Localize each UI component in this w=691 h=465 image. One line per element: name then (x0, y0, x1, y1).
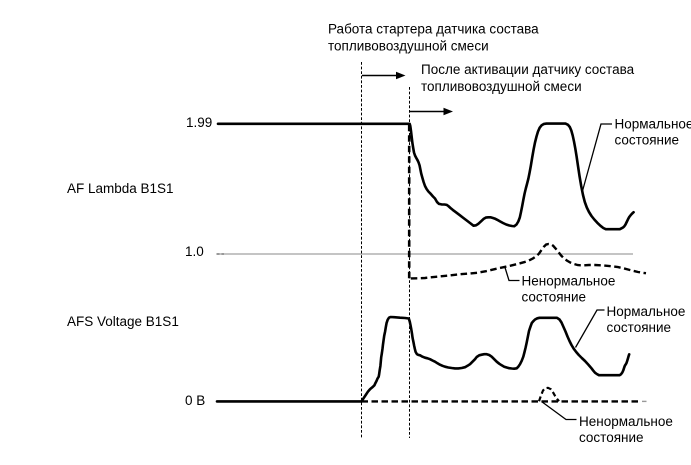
svg-text:Нормальное: Нормальное (607, 304, 686, 319)
svg-text:состояние: состояние (607, 320, 672, 335)
svg-text:топливовоздушной смеси: топливовоздушной смеси (328, 39, 489, 54)
svg-text:состояние: состояние (579, 430, 644, 445)
svg-text:состояние: состояние (615, 133, 680, 148)
svg-text:Ненормальное: Ненормальное (579, 414, 673, 429)
svg-text:Работа стартера датчика состав: Работа стартера датчика состава (328, 22, 539, 37)
svg-text:1.99: 1.99 (186, 115, 212, 130)
svg-text:AFS Voltage B1S1: AFS Voltage B1S1 (67, 314, 179, 329)
svg-text:Нормальное: Нормальное (615, 117, 691, 132)
svg-text:1.0: 1.0 (185, 244, 204, 259)
svg-text:После активации датчику состав: После активации датчику состава (421, 62, 635, 77)
svg-text:0 В: 0 В (185, 393, 205, 408)
svg-text:состояние: состояние (522, 290, 587, 305)
svg-text:топливовоздушной смеси: топливовоздушной смеси (421, 79, 582, 94)
svg-text:AF Lambda B1S1: AF Lambda B1S1 (67, 181, 174, 196)
svg-text:Ненормальное: Ненормальное (522, 274, 616, 289)
